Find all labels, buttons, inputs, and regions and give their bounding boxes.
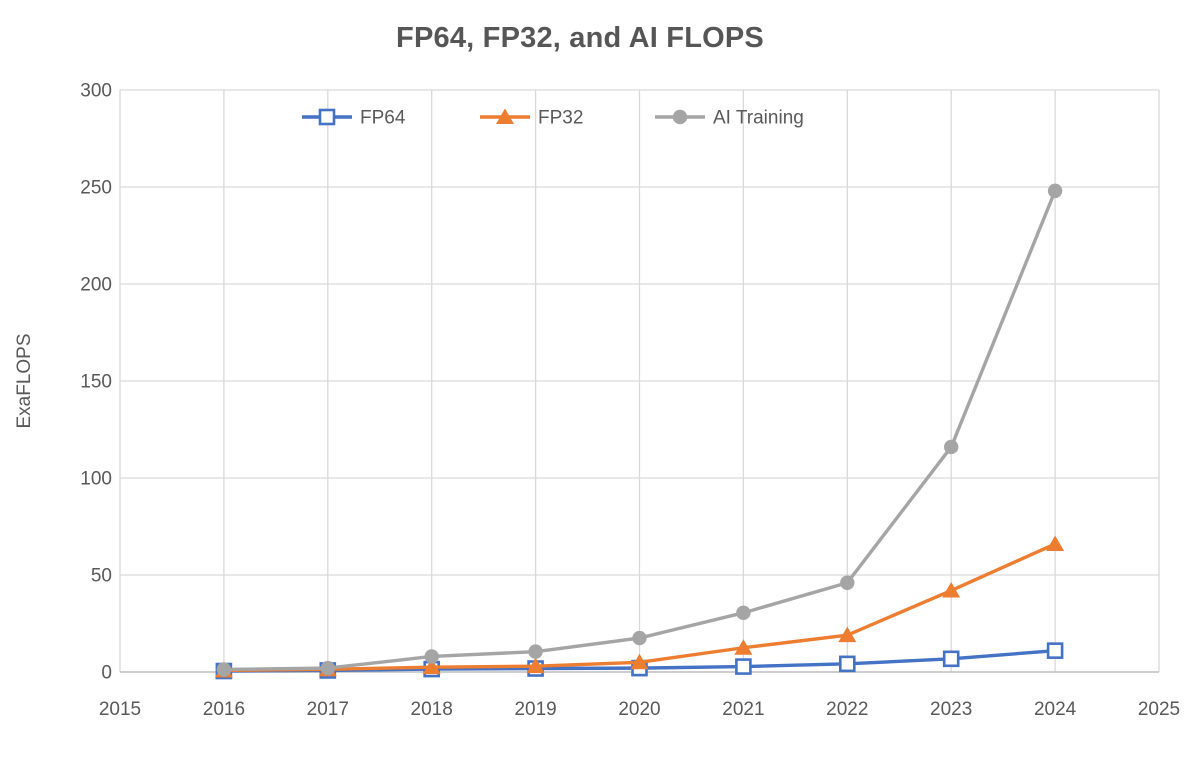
data-point-fp32 [942, 582, 961, 598]
x-tick-label: 2016 [203, 699, 245, 720]
data-point-ai-training [840, 575, 855, 590]
y-tick-label: 0 [101, 663, 112, 684]
data-point-fp64 [838, 655, 856, 673]
x-tick-label: 2020 [618, 699, 660, 720]
gridlines [119, 89, 1160, 673]
x-tick-label: 2022 [826, 699, 868, 720]
x-tick-label: 2023 [930, 699, 972, 720]
legend-marker-square-open-icon [318, 108, 336, 126]
data-point-ai-training [736, 605, 751, 621]
legend: FP64 FP32 AI Training [302, 108, 804, 129]
data-point-fp32 [838, 626, 857, 643]
data-point-ai-training [424, 649, 439, 664]
x-tick-label: 2021 [722, 699, 764, 720]
y-tick-label: 200 [80, 275, 112, 296]
data-point-ai-training [632, 630, 647, 646]
legend-label: FP64 [360, 108, 406, 129]
y-tick-label: 150 [80, 372, 112, 393]
data-point-fp32 [630, 653, 649, 670]
data-point-fp32 [422, 658, 441, 675]
data-point-ai-training [320, 660, 335, 676]
data-point-ai-training [1047, 183, 1063, 199]
x-tick-label: 2018 [411, 699, 453, 720]
x-tick-label: 2024 [1034, 699, 1077, 720]
legend-item-ai-training: AI Training [655, 108, 804, 129]
y-tick-label: 50 [91, 566, 112, 587]
chart-title: FP64, FP32, and AI FLOPS [396, 22, 764, 54]
y-tick-label: 100 [80, 469, 112, 490]
data-point-ai-training [528, 644, 543, 659]
axis-tick-labels: 2015 2016 2017 2018 2019 2020 2021 2022 2023 2024… [80, 81, 1180, 721]
data-point-ai-training [944, 439, 959, 455]
legend-item-fp32: FP32 [480, 108, 583, 129]
x-tick-label: 2015 [99, 699, 141, 720]
x-tick-label: 2017 [307, 699, 349, 720]
legend-marker-triangle-icon [496, 108, 514, 124]
data-point-fp64 [1046, 642, 1064, 659]
series-ai-training [216, 183, 1063, 677]
x-tick-label: 2025 [1138, 699, 1180, 720]
data-point-fp32 [526, 657, 545, 674]
data-point-fp32 [1046, 535, 1065, 551]
y-tick-label: 250 [80, 178, 112, 199]
data-point-fp32 [734, 639, 753, 655]
data-point-ai-training [216, 662, 232, 677]
legend-item-fp64: FP64 [302, 108, 406, 129]
legend-label: AI Training [713, 108, 804, 129]
x-tick-label: 2019 [514, 699, 556, 720]
legend-marker-circle-icon [672, 109, 688, 125]
data-point-fp64 [942, 650, 960, 668]
legend-label: FP32 [538, 108, 583, 129]
y-tick-label: 300 [80, 81, 112, 102]
y-axis-title: ExaFLOPS [14, 333, 35, 428]
data-point-fp64 [735, 658, 752, 675]
